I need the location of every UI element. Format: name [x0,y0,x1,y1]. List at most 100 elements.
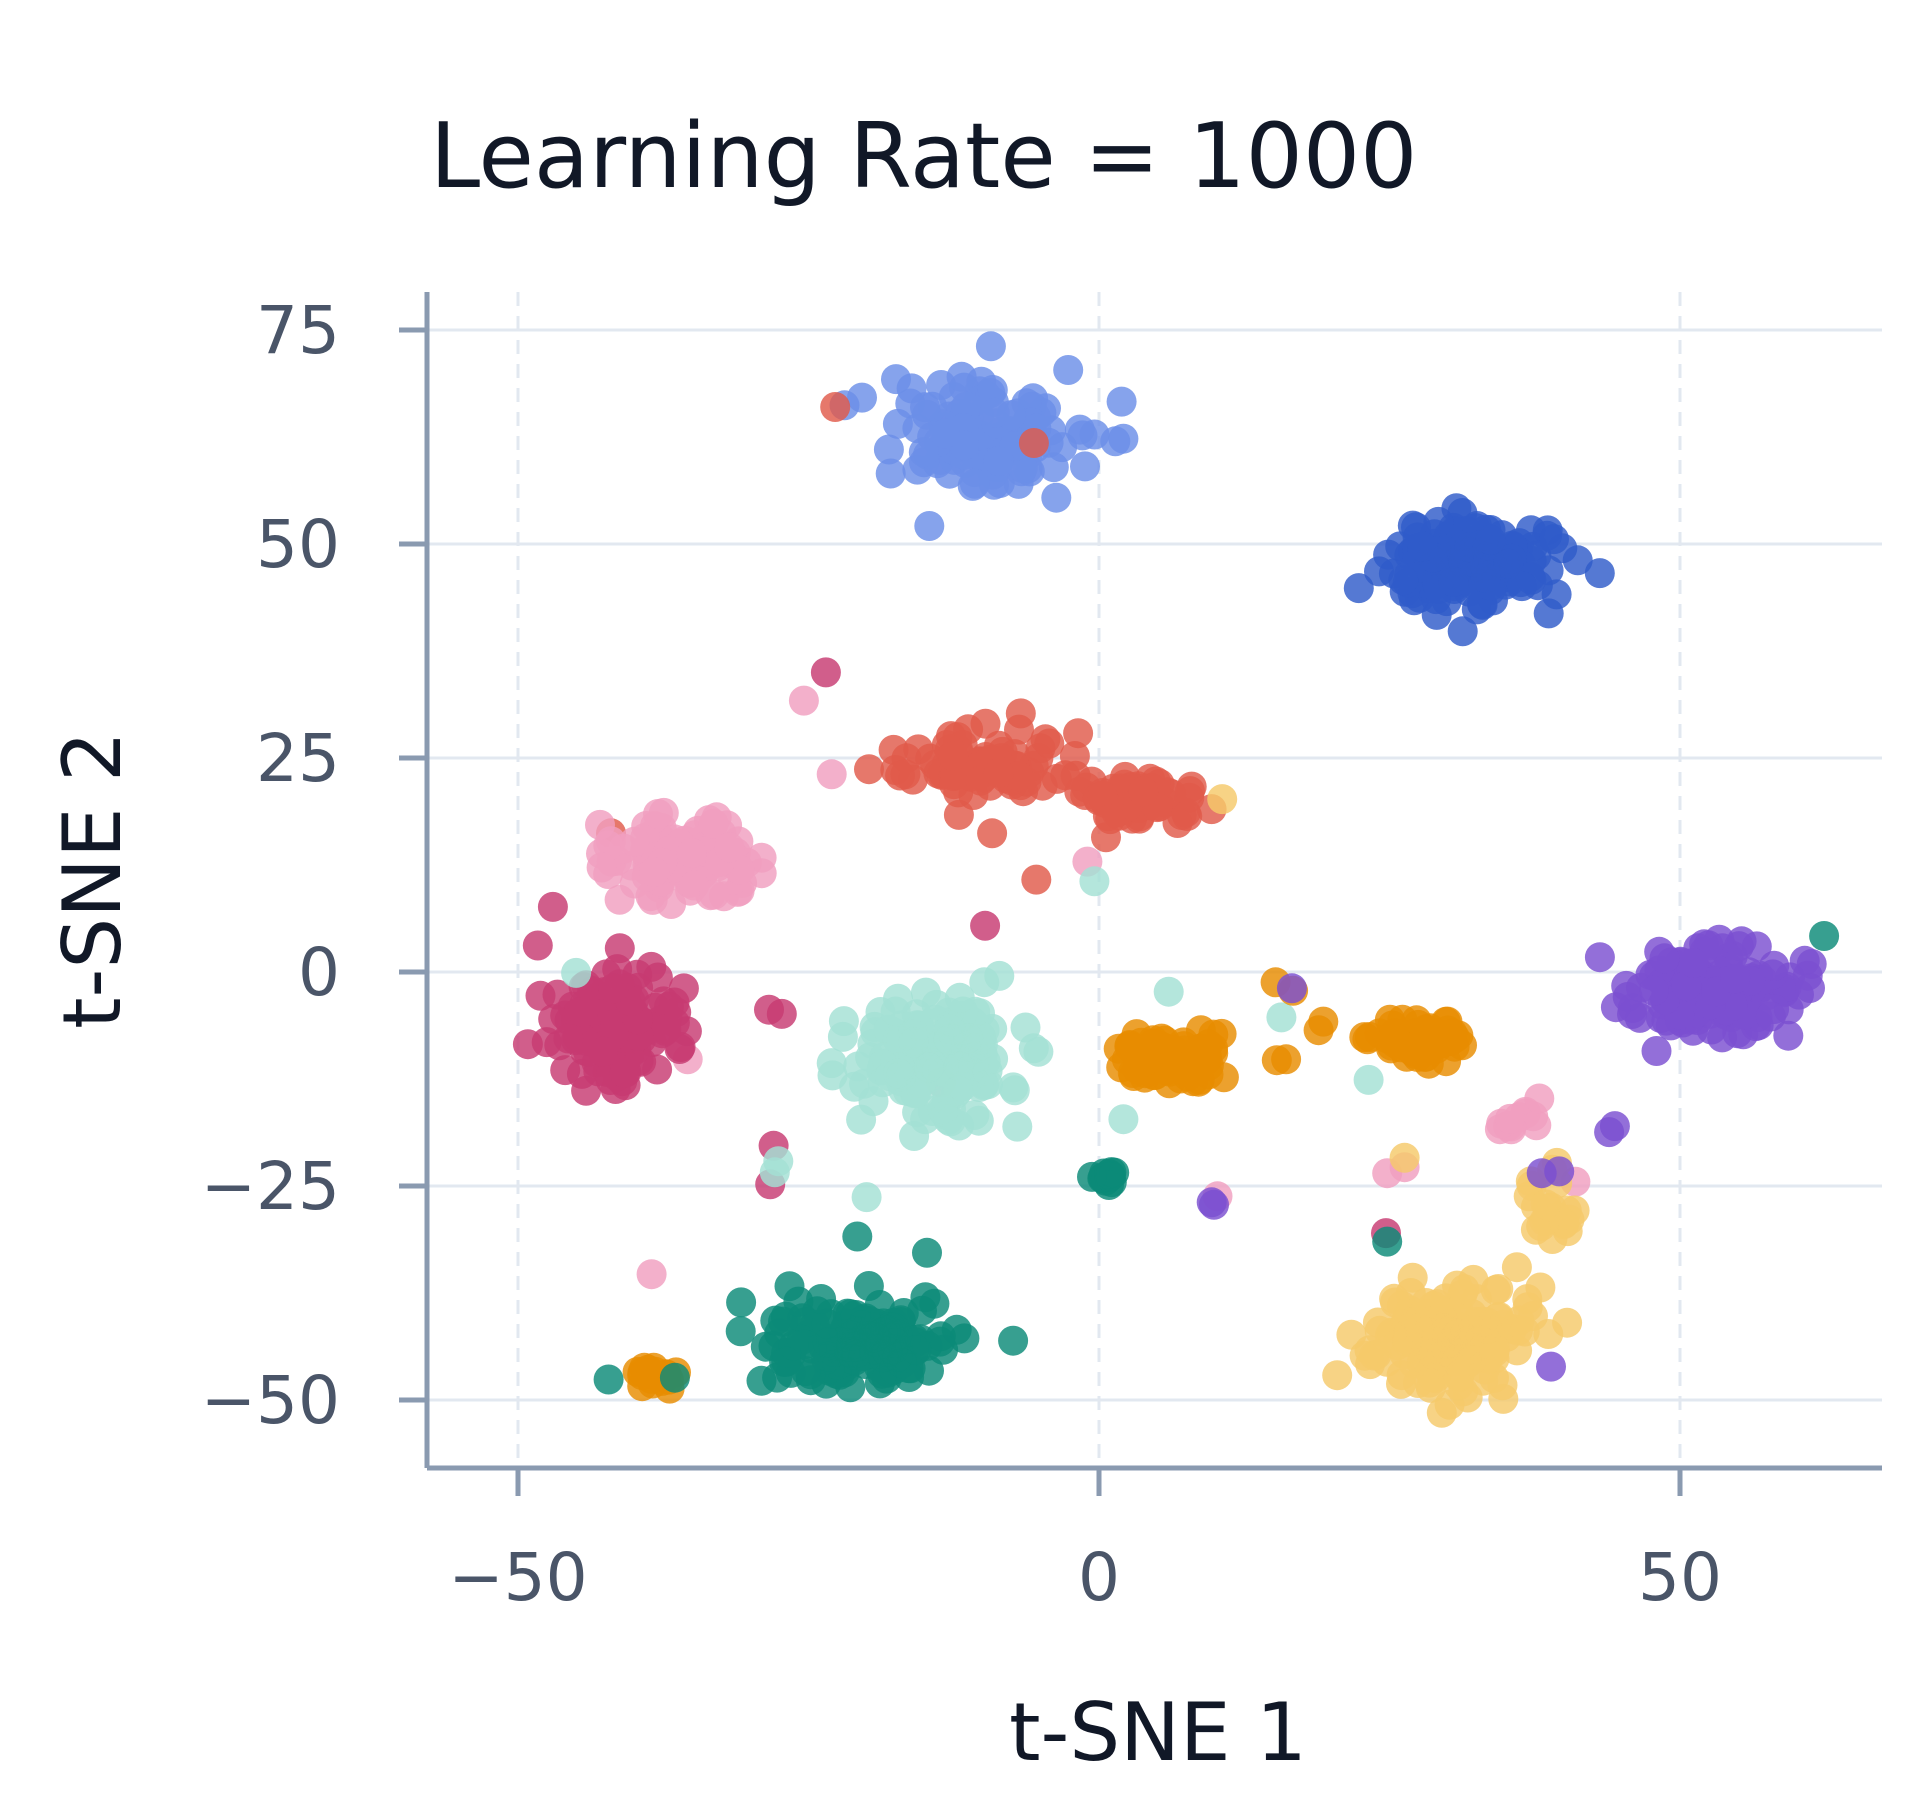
data-point [1487,1370,1518,1401]
y-tick-label: 75 [256,292,340,369]
data-point [1099,1157,1130,1188]
data-point [1649,943,1680,974]
point-series [585,685,1591,1290]
data-point [1671,970,1702,1001]
data-point [1506,571,1537,602]
axes [424,292,1882,1471]
data-point [1364,556,1394,587]
data-point [1106,386,1137,417]
data-point [659,1362,690,1393]
scatter-points [512,331,1840,1428]
data-point [1539,524,1569,555]
data-point [883,1058,914,1089]
data-point [910,392,940,423]
data-point [847,382,877,413]
data-point [1372,1226,1403,1257]
data-point [1021,864,1052,895]
data-point [959,468,990,499]
data-point [1266,1002,1297,1033]
data-point [1521,1110,1552,1141]
data-point [1403,1368,1433,1398]
data-point [1720,963,1751,994]
data-point [643,799,673,829]
data-point [1095,804,1126,835]
data-point [1470,562,1501,593]
data-point [890,759,921,790]
data-point [619,826,650,857]
data-point [651,1014,682,1045]
point-series [622,967,1477,1404]
data-point [1276,973,1307,1004]
data-point [699,879,730,910]
data-point [943,1051,974,1082]
data-point [1041,482,1072,513]
data-point [854,754,884,785]
data-point [943,799,974,830]
data-point [587,1036,618,1067]
data-point [1198,1038,1229,1069]
data-point [1554,1204,1585,1235]
data-point [1343,573,1374,604]
data-point [537,891,568,922]
data-point [1541,579,1572,610]
data-point [888,1298,919,1328]
data-point [586,852,617,883]
data-point [1411,1288,1441,1318]
data-point [1437,1327,1468,1358]
data-point [1018,428,1049,458]
data-point [754,994,784,1025]
data-point [1207,784,1238,815]
data-point [1407,531,1438,562]
data-point [571,1075,602,1106]
data-point [928,1334,959,1365]
data-point [1002,1111,1033,1142]
tick-labels: −50 −25 0 25 50 75 −50 0 50 [201,292,1722,1616]
data-point [1303,1015,1334,1046]
data-point [944,982,975,1013]
data-point [609,1057,640,1088]
data-point [898,1027,929,1058]
data-point [1678,948,1709,978]
data-point [1392,1327,1423,1357]
data-point [983,446,1014,476]
point-series [1343,493,1615,647]
data-point [979,397,1010,428]
data-point [1128,776,1159,807]
data-point [636,1259,667,1290]
point-series [1207,784,1590,1428]
data-point [760,1305,791,1336]
data-point [913,1052,944,1083]
data-point [771,1346,802,1377]
data-point [1759,950,1790,981]
data-point [1480,1275,1511,1305]
data-point [1562,545,1593,576]
data-point [1423,506,1454,537]
data-point [567,997,598,1027]
data-point [1389,1142,1420,1173]
data-point [1175,776,1205,807]
data-point [953,714,984,745]
data-point [1442,1270,1472,1301]
data-point [668,973,699,1004]
data-point [725,1316,756,1347]
data-point [1060,760,1091,791]
data-point [676,838,707,868]
x-axis-title: t-SNE 1 [1009,1686,1307,1779]
data-point [783,1286,814,1317]
data-point [1154,1068,1185,1099]
data-point [819,1337,850,1367]
y-axis-title: t-SNE 2 [46,731,139,1029]
data-point [1199,1189,1229,1220]
data-point [975,331,1006,362]
data-point [842,1221,873,1252]
data-point [1795,973,1825,1003]
data-point [1397,1262,1428,1293]
data-point [1426,1397,1457,1428]
y-tick-label: −50 [201,1362,340,1439]
data-point [977,375,1008,405]
data-point [1773,1020,1804,1051]
x-tick-label: −50 [448,1539,587,1616]
data-point [1600,992,1631,1023]
data-point [1755,1001,1786,1032]
y-tick-label: 50 [256,506,340,583]
